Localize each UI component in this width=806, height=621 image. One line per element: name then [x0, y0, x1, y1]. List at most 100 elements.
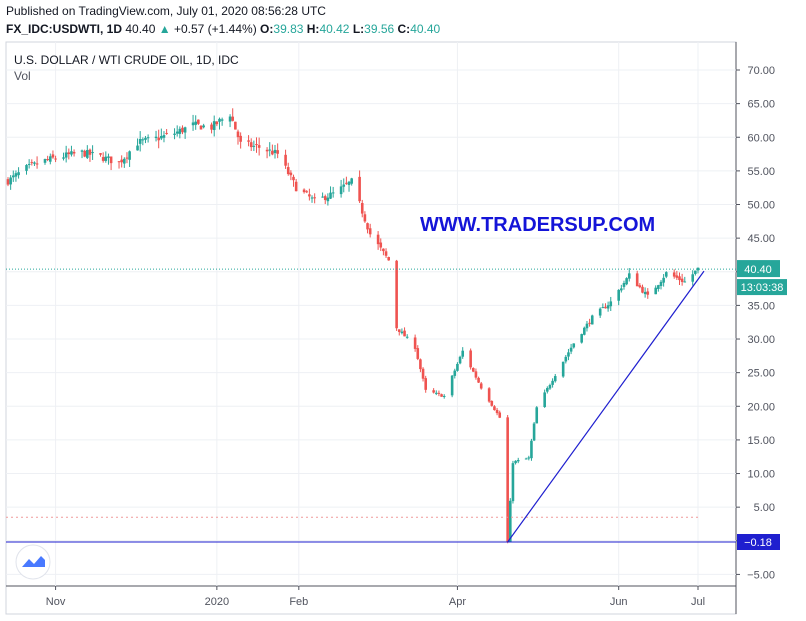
- candle-down[interactable]: [35, 163, 39, 165]
- candle-up[interactable]: [9, 177, 12, 185]
- candle-down[interactable]: [680, 278, 684, 282]
- candle-up[interactable]: [173, 133, 176, 135]
- candle-down[interactable]: [239, 135, 242, 142]
- candle-down[interactable]: [487, 388, 491, 402]
- candle-up[interactable]: [175, 131, 179, 134]
- candle-down[interactable]: [99, 153, 102, 155]
- candle-up[interactable]: [627, 273, 631, 279]
- candle-up[interactable]: [572, 343, 576, 348]
- candle-up[interactable]: [48, 156, 52, 162]
- candle-up[interactable]: [228, 116, 232, 122]
- candle-down[interactable]: [345, 182, 348, 184]
- candle-up[interactable]: [524, 458, 528, 460]
- candle-up[interactable]: [601, 307, 605, 309]
- candle-down[interactable]: [276, 150, 279, 154]
- candle-down[interactable]: [165, 132, 168, 134]
- candle-up[interactable]: [17, 172, 20, 176]
- candle-up[interactable]: [80, 150, 84, 152]
- candle-down[interactable]: [210, 124, 213, 130]
- candle-down[interactable]: [249, 142, 253, 148]
- candle-up[interactable]: [508, 500, 512, 543]
- candle-up[interactable]: [548, 385, 552, 389]
- candle-up[interactable]: [144, 137, 147, 140]
- candle-up[interactable]: [696, 267, 700, 271]
- candle-up[interactable]: [128, 151, 131, 160]
- candle-up[interactable]: [400, 331, 404, 334]
- candle-down[interactable]: [197, 119, 200, 124]
- candle-down[interactable]: [379, 242, 383, 248]
- candle-down[interactable]: [493, 406, 496, 411]
- candle-down[interactable]: [265, 149, 269, 152]
- candle-down[interactable]: [675, 275, 679, 278]
- candle-down[interactable]: [286, 167, 290, 175]
- candle-down[interactable]: [479, 383, 483, 389]
- candle-down[interactable]: [157, 137, 160, 141]
- candle-down[interactable]: [382, 248, 385, 252]
- candle-up[interactable]: [347, 181, 351, 185]
- level-badge[interactable]: [737, 534, 780, 550]
- candle-up[interactable]: [598, 308, 602, 316]
- candle-up[interactable]: [511, 463, 515, 502]
- candle-up[interactable]: [609, 301, 613, 307]
- candle-up[interactable]: [136, 145, 139, 151]
- candle-down[interactable]: [6, 179, 10, 185]
- candle-down[interactable]: [421, 368, 425, 379]
- candle-up[interactable]: [104, 156, 108, 161]
- candle-up[interactable]: [606, 305, 610, 309]
- candle-up[interactable]: [657, 285, 660, 289]
- candle-up[interactable]: [331, 192, 335, 194]
- candle-down[interactable]: [199, 125, 203, 130]
- candle-down[interactable]: [416, 348, 420, 359]
- candle-up[interactable]: [154, 136, 158, 139]
- candle-up[interactable]: [178, 128, 182, 134]
- candle-up[interactable]: [532, 423, 536, 441]
- candle-up[interactable]: [342, 184, 346, 187]
- candle-down[interactable]: [638, 285, 642, 288]
- candle-down[interactable]: [271, 150, 274, 155]
- candle-down[interactable]: [368, 228, 372, 235]
- candle-up[interactable]: [268, 149, 272, 151]
- candle-down[interactable]: [215, 121, 219, 125]
- time-axis[interactable]: Nov 2020 Feb Apr Jun Jul: [46, 586, 705, 608]
- candle-down[interactable]: [678, 276, 681, 281]
- candle-down[interactable]: [384, 251, 388, 256]
- candle-down[interactable]: [120, 159, 123, 163]
- candle-up[interactable]: [561, 361, 565, 377]
- candle-up[interactable]: [138, 139, 142, 144]
- candle-up[interactable]: [564, 356, 568, 362]
- candle-down[interactable]: [363, 214, 367, 222]
- candle-up[interactable]: [329, 192, 332, 199]
- candle-up[interactable]: [694, 270, 697, 274]
- candle-down[interactable]: [395, 260, 398, 329]
- candle-down[interactable]: [308, 194, 311, 197]
- candle-up[interactable]: [683, 281, 687, 283]
- candle-up[interactable]: [64, 152, 68, 158]
- candle-up[interactable]: [434, 392, 438, 394]
- candle-up[interactable]: [442, 395, 446, 397]
- candle-up[interactable]: [107, 156, 110, 158]
- candle-down[interactable]: [289, 172, 293, 176]
- candle-down[interactable]: [424, 378, 428, 390]
- candle-down[interactable]: [419, 359, 422, 370]
- candle-up[interactable]: [339, 186, 343, 195]
- candle-down[interactable]: [437, 392, 441, 394]
- candle-down[interactable]: [231, 116, 235, 121]
- candle-up[interactable]: [27, 163, 31, 165]
- candle-up[interactable]: [326, 197, 330, 202]
- candle-up[interactable]: [194, 121, 198, 125]
- candle-up[interactable]: [25, 165, 28, 171]
- candle-up[interactable]: [535, 407, 539, 424]
- candle-up[interactable]: [456, 363, 459, 371]
- candle-down[interactable]: [234, 121, 237, 130]
- candle-up[interactable]: [273, 149, 277, 154]
- candle-down[interactable]: [471, 368, 475, 372]
- candle-up[interactable]: [11, 175, 15, 178]
- candle-up[interactable]: [162, 135, 166, 138]
- candle-down[interactable]: [313, 197, 316, 199]
- candle-down[interactable]: [506, 417, 509, 542]
- candle-up[interactable]: [643, 291, 647, 295]
- candle-down[interactable]: [387, 257, 390, 261]
- candle-up[interactable]: [664, 272, 668, 277]
- candle-up[interactable]: [350, 178, 353, 184]
- candle-up[interactable]: [202, 125, 205, 128]
